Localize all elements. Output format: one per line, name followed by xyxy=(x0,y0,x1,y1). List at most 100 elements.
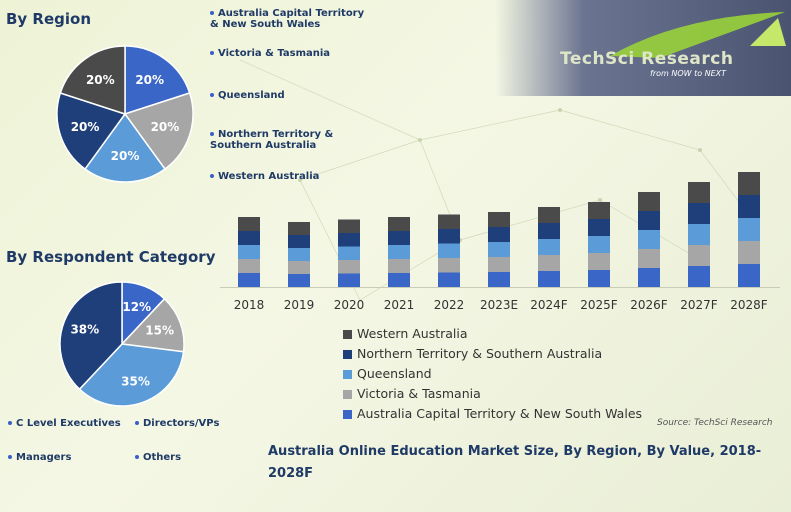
pie-slice-label: 20% xyxy=(151,120,180,134)
x-tick-label: 2020 xyxy=(334,298,365,312)
legend-dot xyxy=(210,174,214,178)
bar-segment xyxy=(588,270,610,287)
x-tick-label: 2028F xyxy=(730,298,768,312)
bar-segment xyxy=(438,243,460,258)
bar-legend-item: Queensland xyxy=(343,366,642,386)
bar-segment xyxy=(288,261,310,274)
bar-segment xyxy=(338,233,360,247)
legend-dot xyxy=(210,132,214,136)
bar-segment xyxy=(688,245,710,266)
legend-dot xyxy=(135,421,139,425)
bar-legend-item: Victoria & Tasmania xyxy=(343,386,642,406)
region-legend-item: Western Australia xyxy=(210,171,370,182)
bar-segment xyxy=(288,274,310,287)
bar-segment xyxy=(388,273,410,287)
pie-slice xyxy=(56,92,127,171)
respondent-pie-chart: 12% 15% 35% 38% xyxy=(59,281,185,407)
bar-legend-item: Western Australia xyxy=(343,326,642,346)
bar-segment xyxy=(638,230,660,249)
x-tick-label: 2025F xyxy=(580,298,618,312)
bar-segment xyxy=(388,259,410,273)
respondent-legend-item: Managers xyxy=(8,452,71,463)
bar-segment xyxy=(538,255,560,271)
chart-main-title: Australia Online Education Market Size, … xyxy=(268,444,762,481)
bar-segment xyxy=(738,218,760,241)
bar-segment xyxy=(488,227,510,242)
bar-legend-item: Australia Capital Territory & New South … xyxy=(343,406,642,426)
bar-segment xyxy=(638,268,660,287)
respondent-legend-item: Others xyxy=(135,452,181,463)
bar-segment xyxy=(438,214,460,229)
bar-segment xyxy=(688,224,710,245)
pie-slice xyxy=(124,45,191,116)
pie-slice-label: 20% xyxy=(71,120,100,134)
bar-segment xyxy=(238,231,260,245)
bar-segment xyxy=(338,260,360,274)
bar-segment xyxy=(388,217,410,231)
bar-legend-item: Northern Territory & Southern Australia xyxy=(343,346,642,366)
bar-segment xyxy=(738,264,760,287)
pie-slice xyxy=(120,297,185,353)
pie-slice xyxy=(83,112,167,183)
legend-dot xyxy=(210,51,214,55)
respondent-legend-item: C Level Executives xyxy=(8,418,121,429)
pie-slice-label: 20% xyxy=(135,73,164,87)
x-tick-label: 2027F xyxy=(680,298,718,312)
bar-segment xyxy=(688,266,710,287)
legend-dot xyxy=(210,11,214,15)
bar-segment xyxy=(638,192,660,211)
bar-segment xyxy=(288,222,310,235)
legend-dot xyxy=(135,455,139,459)
pie-slice xyxy=(59,281,123,391)
pie-slice-label: 35% xyxy=(121,375,150,389)
bar-segment xyxy=(588,219,610,236)
x-tick-label: 2021 xyxy=(384,298,415,312)
legend-dot xyxy=(8,421,12,425)
x-tick-label: 2019 xyxy=(284,298,315,312)
legend-swatch xyxy=(343,390,352,399)
bar-segment xyxy=(238,259,260,273)
stacked-bar-chart: 2018 2019 2020 2021 2022 2023E 2024F 2025F 2026F… xyxy=(220,172,780,312)
bar-segment xyxy=(238,217,260,231)
source-note: Source: TechSci Research xyxy=(657,418,773,428)
region-legend-item: Victoria & Tasmania xyxy=(210,48,370,59)
bar-segment xyxy=(488,257,510,272)
pie-slice xyxy=(59,45,126,116)
bar-segment xyxy=(488,242,510,257)
pie-slice-label: 20% xyxy=(111,149,140,163)
bar-segment xyxy=(488,212,510,227)
legend-dot xyxy=(210,93,214,97)
pie-slice-label: 15% xyxy=(145,323,174,337)
bar-segment xyxy=(538,239,560,255)
bar-segment xyxy=(638,249,660,268)
logo-tagline: from NOW to NEXT xyxy=(650,69,727,78)
x-tick-label: 2018 xyxy=(234,298,265,312)
bar-segment xyxy=(638,211,660,230)
legend-dot xyxy=(8,455,12,459)
bar-segment xyxy=(688,182,710,203)
pie-slice-label: 20% xyxy=(86,73,115,87)
region-legend-item: Australia Capital Territory & New South … xyxy=(210,8,365,30)
bar-segment xyxy=(238,273,260,287)
pie-slice-label: 12% xyxy=(122,300,151,314)
region-pie-chart: 20% 20% 20% 20% 20% xyxy=(56,45,194,183)
bar-segment xyxy=(538,207,560,223)
respondent-title: By Respondent Category xyxy=(6,248,216,266)
region-legend-item: Queensland xyxy=(210,90,370,101)
legend-swatch xyxy=(343,350,352,359)
logo-name: TechSci Research xyxy=(560,49,734,69)
legend-swatch xyxy=(343,370,352,379)
bar-segment xyxy=(588,236,610,253)
bar-segment xyxy=(688,203,710,224)
bar-segment xyxy=(288,235,310,248)
bar-segment xyxy=(538,271,560,287)
bar-segment xyxy=(488,272,510,287)
legend-swatch xyxy=(343,410,352,419)
pie-slice xyxy=(123,92,194,171)
bar-segment xyxy=(438,229,460,244)
bar-segment xyxy=(588,202,610,219)
bar-segment xyxy=(438,272,460,287)
bar-segment xyxy=(588,253,610,270)
x-tick-label: 2023E xyxy=(480,298,518,312)
bar-segment xyxy=(388,245,410,259)
